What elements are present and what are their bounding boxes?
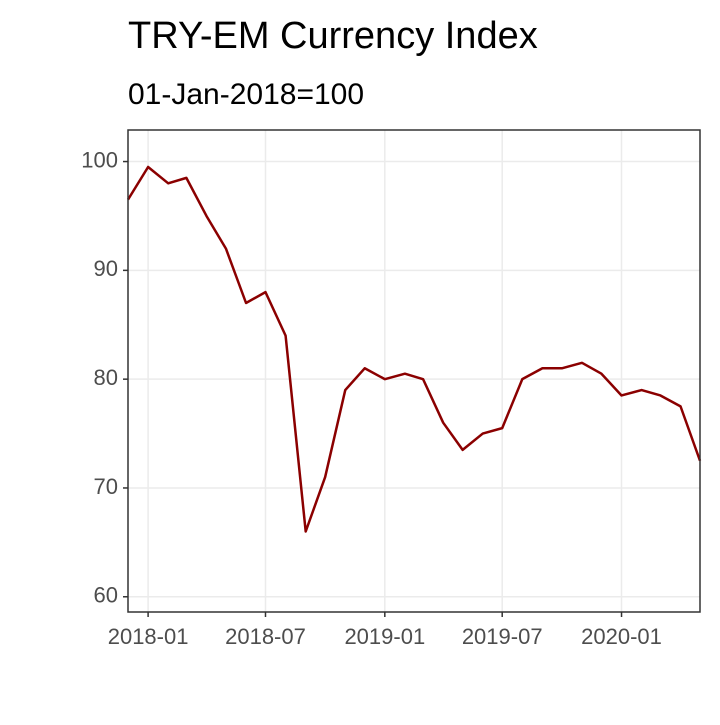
y-tick-label: 80 (94, 365, 118, 390)
x-tick-label: 2018-01 (108, 624, 189, 649)
plot-background (128, 130, 700, 612)
chart-subtitle: 01-Jan-2018=100 (128, 78, 364, 111)
line (126, 165, 702, 533)
y-tick-label: 70 (94, 474, 118, 499)
x-tick-label: 2018-07 (225, 624, 306, 649)
x-tick-label: 2019-01 (344, 624, 425, 649)
x-tick-label: 2020-01 (581, 624, 662, 649)
y-tick-label: 90 (94, 256, 118, 281)
y-tick-label: 100 (81, 147, 118, 172)
x-tick-label: 2019-07 (462, 624, 543, 649)
chart-title: TRY-EM Currency Index (128, 15, 538, 57)
plot-border (127, 129, 701, 613)
y-tick-label: 60 (94, 583, 118, 608)
